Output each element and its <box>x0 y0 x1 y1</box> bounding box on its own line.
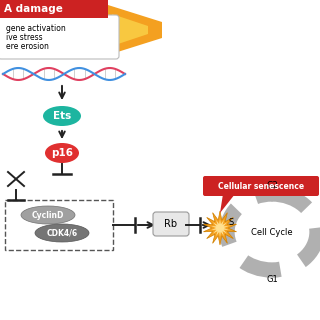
Text: Cellular senescence: Cellular senescence <box>218 181 304 190</box>
Ellipse shape <box>35 224 89 242</box>
Text: Ets: Ets <box>53 111 71 121</box>
Text: Rb: Rb <box>164 219 178 229</box>
Text: CDK4/6: CDK4/6 <box>46 228 77 237</box>
Ellipse shape <box>236 203 308 261</box>
Text: ive stress: ive stress <box>6 33 43 42</box>
Polygon shape <box>112 14 148 46</box>
Polygon shape <box>220 194 235 213</box>
FancyBboxPatch shape <box>203 176 319 196</box>
FancyBboxPatch shape <box>153 212 189 236</box>
Text: p16: p16 <box>51 148 73 158</box>
Ellipse shape <box>45 143 79 163</box>
Polygon shape <box>204 211 236 245</box>
Polygon shape <box>108 5 162 55</box>
Text: ere erosion: ere erosion <box>6 42 49 51</box>
Text: G2: G2 <box>266 181 278 190</box>
Text: CyclinD: CyclinD <box>32 211 64 220</box>
Text: gene activation: gene activation <box>6 24 66 33</box>
FancyBboxPatch shape <box>0 15 119 59</box>
Text: G1: G1 <box>266 275 278 284</box>
Text: S: S <box>228 218 234 227</box>
Ellipse shape <box>21 206 75 224</box>
Text: A damage: A damage <box>4 4 63 14</box>
FancyBboxPatch shape <box>0 0 108 18</box>
Text: Cell Cycle: Cell Cycle <box>251 228 293 236</box>
Ellipse shape <box>43 106 81 126</box>
Polygon shape <box>211 219 229 237</box>
